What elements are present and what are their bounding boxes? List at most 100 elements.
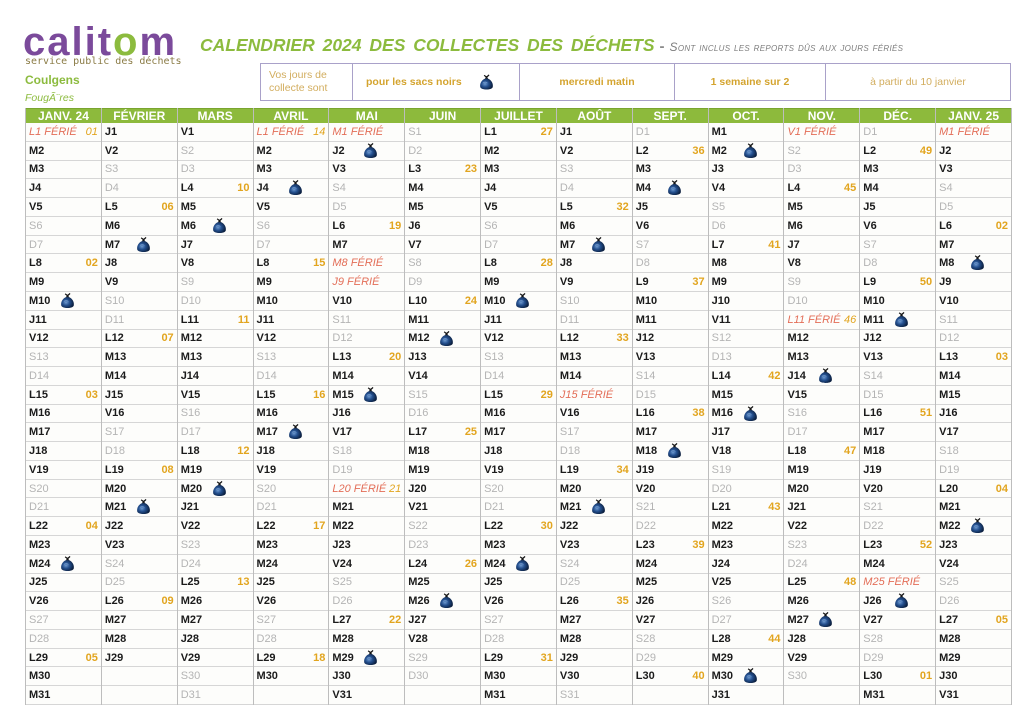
day-label: M9	[484, 276, 500, 289]
day-label: S11	[332, 313, 352, 326]
info-frequency: 1 semaine sur 2	[675, 64, 826, 100]
day-label: L6	[332, 219, 346, 232]
day-cell: M3	[26, 160, 101, 180]
day-label: M10	[863, 294, 885, 307]
trash-bag-icon	[666, 179, 683, 197]
day-label: J8	[559, 257, 573, 270]
day-label: V19	[29, 463, 49, 476]
calendar-grid: JANV. 24 L1 FÉRIÉ 01 M2 M3 J4 V5 S6 D7 L8 02 M9 M10 J…	[25, 108, 1012, 705]
day-cell: S3	[556, 160, 632, 180]
day-cell: S27	[253, 611, 329, 630]
day-label: J26	[635, 595, 655, 608]
day-label: M22	[939, 520, 961, 533]
day-label: L28	[711, 632, 731, 645]
day-cell: V3	[329, 160, 405, 180]
day-cell: M24	[481, 554, 556, 574]
day-label: S1	[408, 125, 422, 138]
day-label: V15	[180, 388, 201, 401]
logo-leaf-o: o	[113, 20, 140, 64]
week-number: 52	[919, 538, 933, 551]
week-number: 08	[161, 463, 174, 476]
day-cell: J15	[101, 385, 177, 405]
day-label: M30	[711, 670, 734, 683]
day-cell: M7	[936, 235, 1011, 255]
day-label: J12	[635, 332, 655, 345]
day-cell: S10	[101, 291, 177, 311]
day-cell: M6	[556, 216, 632, 236]
day-cell: D10	[784, 291, 860, 311]
day-cell: V8	[177, 254, 253, 274]
day-cell: S20	[26, 479, 101, 499]
day-label: V18	[711, 445, 732, 458]
day-label: S6	[256, 219, 270, 232]
day-label: S3	[104, 163, 119, 176]
day-label: V17	[939, 426, 959, 439]
day-label: M15	[939, 388, 961, 401]
day-label: M7	[104, 238, 121, 251]
week-number: 44	[768, 632, 781, 645]
day-cell: D12	[936, 329, 1011, 349]
day-cell: L16 38	[632, 404, 708, 424]
day-cell: M14	[936, 367, 1011, 386]
day-label: V27	[635, 614, 656, 626]
day-label: V12	[29, 332, 49, 345]
day-label: J1	[104, 125, 118, 138]
day-label: S21	[635, 501, 656, 514]
day-label: S6	[29, 219, 43, 232]
day-cell: M3	[860, 160, 936, 180]
day-cell: S27	[26, 611, 101, 630]
day-cell: V30	[556, 667, 632, 687]
day-cell: L15 29	[481, 385, 556, 405]
day-cell: L2 36	[632, 141, 708, 161]
month-column: AVRIL L1 FÉRIÉ 14 M2 M3 J4 V5 S6 D7 L8 15 M9 M10 J11 V…	[253, 108, 330, 705]
day-cell: S24	[556, 554, 632, 574]
month-column: SEPT. D1 L2 36 M3 M4 J5 V6 S7 D8 L9 37 M10 M11 J12 V13 S…	[632, 108, 709, 705]
day-label: L26	[559, 595, 579, 608]
day-label: D21	[29, 501, 50, 514]
day-label: M31	[29, 689, 51, 702]
day-label: D24	[787, 557, 808, 570]
week-number: 22	[388, 614, 402, 626]
week-number: 34	[616, 463, 629, 476]
day-cell: V1	[177, 123, 253, 142]
week-number: 23	[464, 163, 478, 176]
day-label: D16	[408, 407, 429, 420]
day-label: J18	[29, 445, 48, 458]
day-label: D25	[559, 576, 581, 589]
day-label: M20	[104, 482, 127, 495]
day-label: D7	[29, 238, 44, 251]
day-cell: M27	[177, 611, 253, 630]
day-label: M28	[332, 632, 354, 645]
day-cell: L3 23	[405, 160, 481, 180]
day-label: L29	[256, 651, 276, 664]
day-label: M20	[787, 482, 809, 495]
day-cell: S29	[405, 648, 481, 668]
day-label: M19	[408, 463, 430, 476]
day-label: D14	[29, 369, 50, 382]
day-cell: S30	[177, 667, 253, 687]
day-label: V7	[408, 238, 422, 251]
day-cell: D9	[405, 273, 481, 292]
day-cell: J2	[329, 141, 405, 161]
day-label: L8	[484, 257, 497, 270]
day-cell: D30	[405, 667, 481, 687]
day-label: J26	[863, 595, 882, 608]
day-cell: D14	[26, 367, 101, 386]
week-number: 45	[844, 182, 857, 195]
day-label: L15	[484, 388, 504, 401]
day-label: D19	[332, 463, 353, 476]
day-label: M2	[256, 144, 272, 157]
day-label: L22	[29, 520, 48, 533]
week-number: 30	[540, 520, 553, 533]
day-label: L21	[711, 501, 731, 514]
day-label: V3	[939, 163, 953, 176]
day-cell: D22	[632, 517, 708, 537]
day-cell: M12	[177, 329, 253, 349]
day-cell: D8	[860, 254, 936, 274]
day-cell: J23	[936, 536, 1011, 555]
day-cell: J10	[708, 291, 784, 311]
day-cell: M8	[936, 254, 1011, 274]
day-label: V23	[559, 538, 580, 551]
day-cell: L23 39	[632, 536, 708, 555]
logo-text-a: calit	[23, 20, 114, 64]
